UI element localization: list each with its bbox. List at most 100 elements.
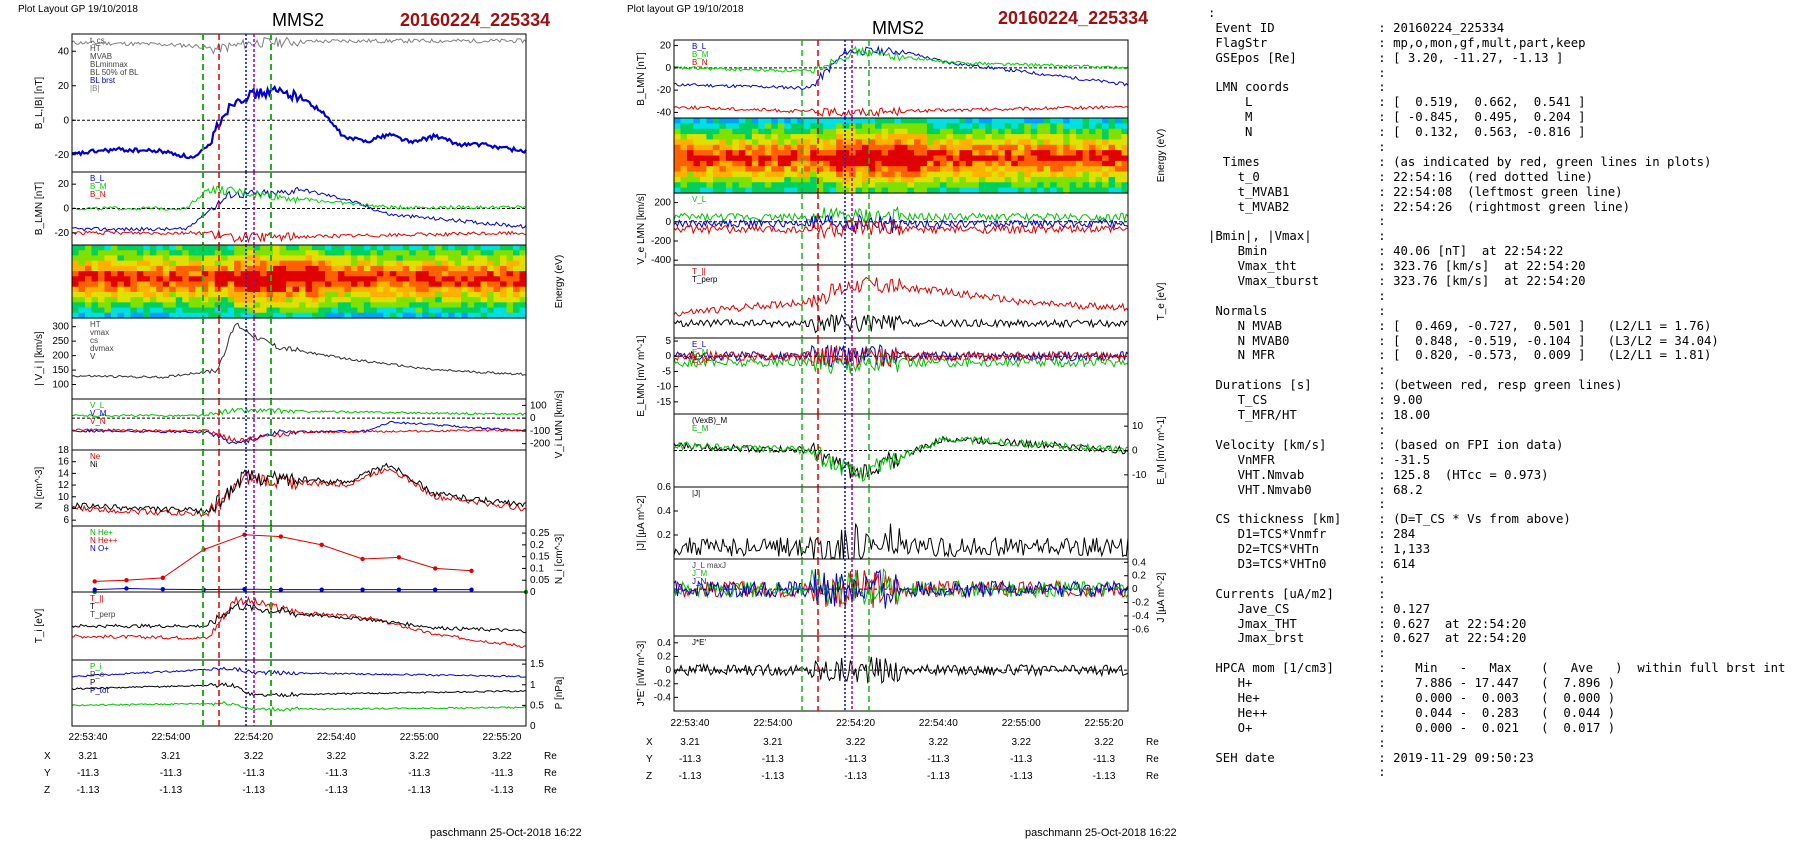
y-tick-label: 8 — [63, 503, 69, 514]
spectrogram-cell — [952, 171, 960, 178]
spectrogram-cell — [91, 276, 99, 283]
spectrogram-cell — [842, 150, 850, 157]
spectrogram-cell — [402, 286, 410, 293]
spectrogram-cell — [1017, 155, 1025, 162]
spectrogram-cell — [513, 291, 521, 298]
spectrogram-cell — [286, 297, 294, 303]
spectrogram-cell — [286, 302, 294, 309]
spectrogram-cell — [143, 245, 151, 251]
spectrogram-cell — [816, 155, 824, 162]
spectrogram-cell — [842, 128, 850, 135]
spectrogram-cell — [952, 182, 960, 189]
pos-value: 3.21 — [161, 751, 181, 762]
spectrogram-cell — [901, 144, 909, 151]
spectrogram-cell — [985, 118, 993, 124]
spectrogram-cell — [311, 265, 320, 272]
spectrogram-cell — [454, 302, 462, 309]
spectrogram-cell — [1011, 171, 1019, 178]
spectrogram-cell — [1076, 118, 1084, 124]
spectrogram-cell — [1017, 134, 1025, 141]
spectrogram-cell — [1076, 176, 1084, 183]
spectrogram-cell — [266, 271, 274, 277]
spectrogram-cell — [1017, 182, 1025, 189]
spectrogram-cell — [745, 134, 753, 141]
spectrogram-cell — [745, 182, 753, 189]
y-tick-label: 300 — [52, 322, 69, 333]
spectrogram-cell — [959, 128, 967, 135]
pos-unit: Re — [544, 751, 557, 762]
spectrogram-cell — [894, 155, 902, 162]
spectrogram-cell — [719, 118, 727, 124]
spectrogram-cell — [260, 281, 268, 288]
spectrogram-cell — [745, 150, 753, 157]
spectrogram-cell — [415, 250, 423, 257]
spectrogram-cell — [350, 265, 358, 272]
spectrogram-cell — [78, 286, 86, 293]
spectrogram-cell — [1043, 166, 1051, 173]
series-line-E_M — [673, 436, 1129, 482]
spectrogram-cell — [487, 312, 495, 319]
summary-line: Event ID : 20160224_225334 — [1208, 20, 1505, 35]
spectrogram-cell — [448, 245, 456, 251]
spectrogram-cell — [357, 276, 365, 283]
spectrogram-cell — [104, 265, 112, 272]
spectrogram-cell — [97, 250, 106, 257]
spectrogram-cell — [952, 187, 960, 194]
spectrogram-cell — [84, 281, 93, 288]
y-tick-label: 0 — [665, 63, 671, 74]
spectrogram-cell — [279, 260, 287, 267]
spectrogram-cell — [738, 176, 746, 183]
spectrogram-cell — [376, 307, 384, 314]
legend-entry: P_i — [90, 662, 102, 671]
spectrogram-cell — [1102, 144, 1110, 151]
summary-line: D3=TCS*VHTn0 : 614 — [1208, 556, 1416, 571]
spectrogram-cell — [487, 276, 495, 283]
spectrogram-cell — [461, 312, 469, 319]
spectrogram-cell — [712, 118, 720, 124]
spectrogram-cell — [946, 144, 954, 151]
spectrogram-cell — [946, 139, 954, 146]
y-tick-label: 0.25 — [530, 528, 550, 539]
spectrogram-cell — [175, 271, 183, 277]
spectrogram-cell — [493, 276, 501, 283]
spectrogram-cell — [286, 312, 294, 319]
spectrogram-cell — [1011, 155, 1019, 162]
spectrogram-cell — [130, 297, 138, 303]
legend-entry: J_L maxJ — [692, 561, 726, 570]
spectrogram-cell — [894, 118, 902, 124]
spectrogram-cell — [881, 134, 889, 141]
spectrogram-cell — [318, 307, 326, 314]
spectrogram-cell — [862, 166, 870, 173]
y-tick-label: 6 — [63, 515, 69, 526]
spectrogram-cell — [797, 150, 805, 157]
spectrogram-cell — [182, 265, 190, 272]
spectrogram-cell — [855, 128, 863, 135]
spectrogram-cell — [299, 297, 307, 303]
spectrogram-cell — [188, 271, 196, 277]
spectrogram-cell — [195, 302, 203, 309]
pos-axis-label: Z — [646, 771, 652, 782]
spectrogram-cell — [738, 123, 746, 130]
spectrogram-cell — [738, 182, 746, 189]
spectrogram-cell — [978, 166, 986, 173]
spectrogram-cell — [959, 187, 967, 194]
spectrogram-cell — [299, 281, 307, 288]
spectrogram-cell — [1121, 166, 1129, 173]
spectrogram-cell — [266, 281, 274, 288]
spectrogram-cell — [195, 312, 203, 319]
spectrogram-cell — [227, 255, 235, 262]
spectrogram-cell — [441, 245, 449, 251]
spectrogram-cell — [888, 118, 896, 124]
spectrogram-cell — [926, 176, 935, 183]
spectrogram-cell — [175, 297, 183, 303]
spectrogram-cell — [1063, 128, 1071, 135]
spectrogram-cell — [868, 182, 876, 189]
spectrogram-cell — [493, 312, 501, 319]
spectrogram-cell — [389, 276, 397, 283]
spectrogram-cell — [1037, 128, 1045, 135]
spectrogram-cell — [1102, 166, 1110, 173]
spectrogram-cell — [195, 286, 203, 293]
spectrogram-cell — [227, 250, 235, 257]
spectrogram-cell — [1076, 166, 1084, 173]
